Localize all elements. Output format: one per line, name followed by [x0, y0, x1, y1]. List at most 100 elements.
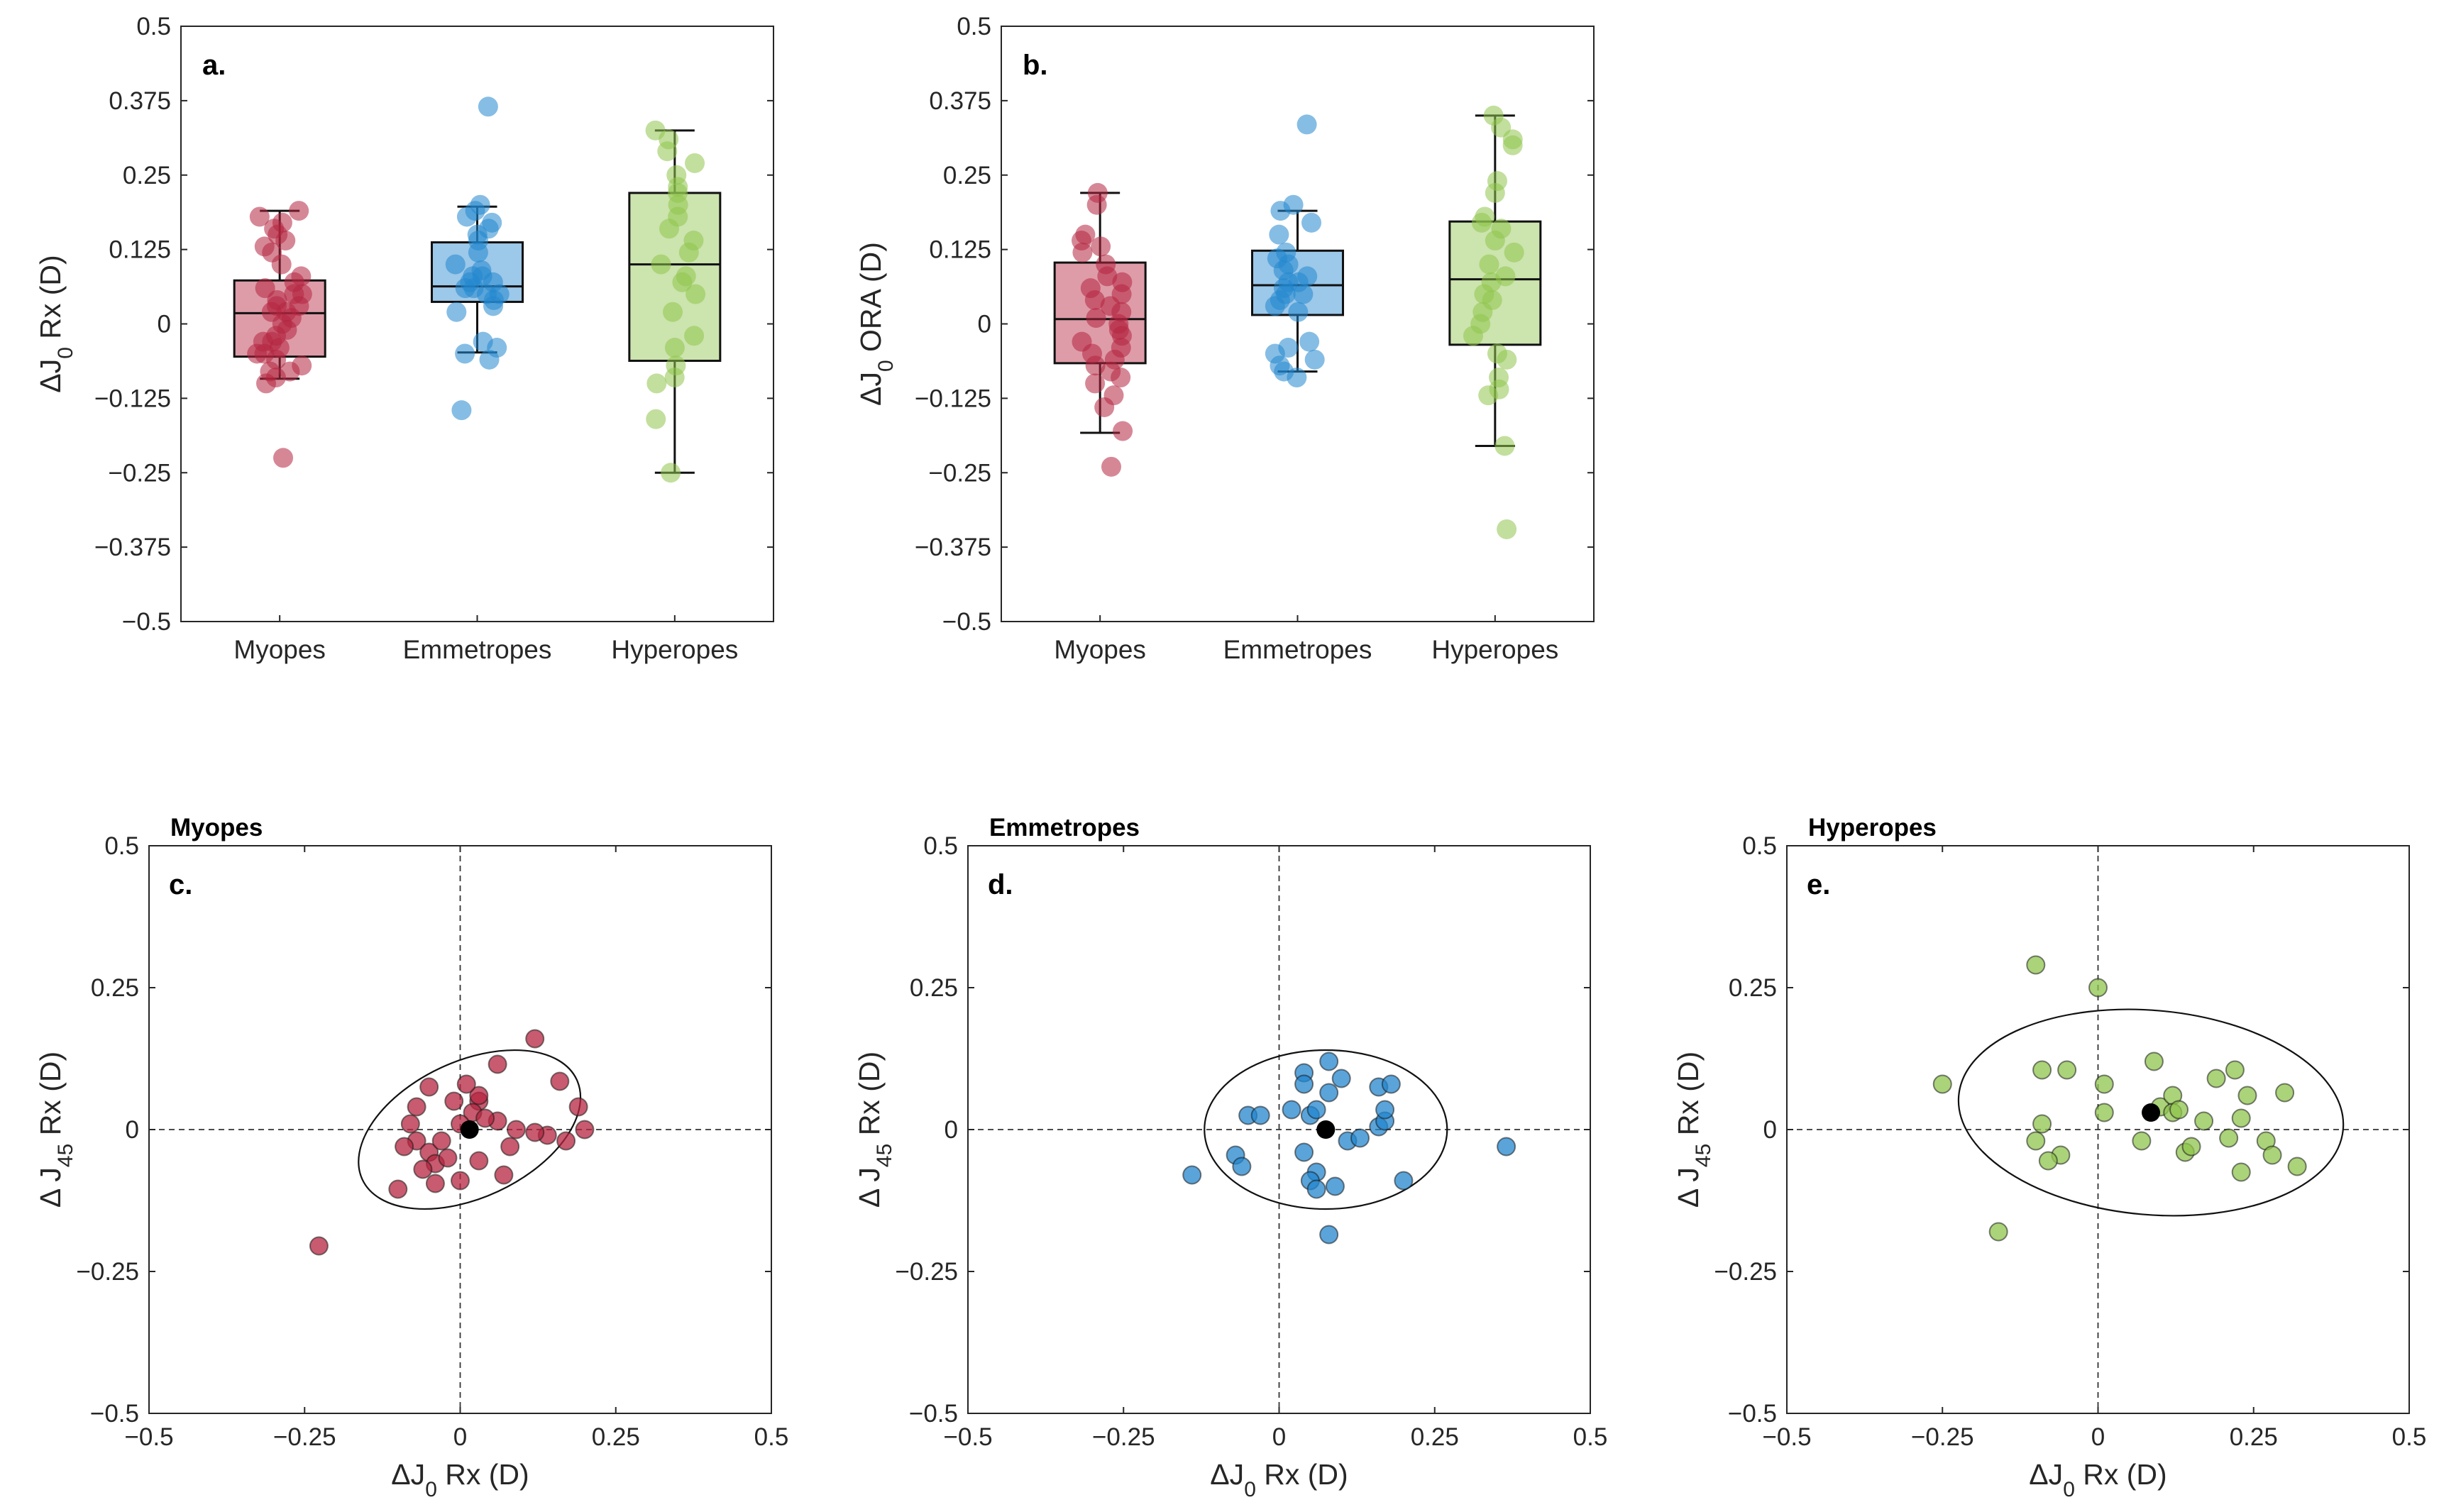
- data-point: [2088, 978, 2108, 998]
- data-point: [1301, 212, 1322, 233]
- data-point: [2225, 1060, 2245, 1080]
- data-point: [425, 1174, 445, 1193]
- y-tick-label: −0.25: [76, 1258, 139, 1286]
- panel-a: 0.5 0.375 0.25 0.125 0 −0.125 −0.25 −0.375 −0.5 M…: [34, 13, 774, 664]
- data-point: [672, 272, 693, 292]
- data-point: [657, 141, 678, 162]
- box-group-myopes: [233, 201, 326, 468]
- panel-label: a.: [202, 50, 226, 81]
- data-point: [500, 1137, 520, 1157]
- data-point: [388, 1179, 408, 1199]
- data-point: [1269, 224, 1289, 245]
- data-point: [1319, 1225, 1339, 1245]
- data-point: [444, 1091, 464, 1111]
- x-tick-label: 0: [453, 1423, 467, 1451]
- data-point: [413, 1159, 433, 1179]
- data-point: [1319, 1083, 1339, 1103]
- data-point: [1497, 349, 1517, 370]
- y-tick-label: 0.5: [136, 13, 171, 40]
- x-category-label: Emmetropes: [403, 635, 552, 664]
- panel-label: d.: [988, 869, 1013, 900]
- data-point: [1471, 212, 1492, 233]
- y-tick-label: 0: [1763, 1116, 1777, 1144]
- y-tick-label: −0.5: [122, 608, 171, 636]
- y-tick-label: −0.5: [90, 1400, 139, 1428]
- y-tick-label: −0.25: [1714, 1258, 1777, 1286]
- data-point: [2032, 1060, 2052, 1080]
- confidence-ellipse: [358, 1049, 582, 1210]
- data-point: [1232, 1157, 1252, 1176]
- data-point: [2231, 1108, 2251, 1128]
- data-point: [646, 409, 666, 429]
- panel-e: −0.5 −0.25 0 0.25 0.5 0.5 0.25 0 −0.25 −0.5 ΔJ0 Rx…: [1672, 814, 2426, 1501]
- data-point: [2194, 1111, 2214, 1131]
- data-point: [651, 254, 671, 275]
- x-tick-label: 0: [2091, 1423, 2105, 1451]
- confidence-ellipse: [1204, 1049, 1448, 1210]
- data-point: [1485, 182, 1505, 203]
- panel-title: Emmetropes: [989, 814, 1140, 841]
- data-point: [475, 1108, 495, 1128]
- data-point: [488, 1054, 507, 1074]
- y-tick-label: 0.5: [923, 832, 958, 860]
- data-point: [1319, 1052, 1339, 1071]
- data-point: [2287, 1157, 2307, 1176]
- data-point: [1113, 421, 1133, 441]
- y-tick-label: −0.375: [915, 534, 991, 561]
- data-point: [2169, 1100, 2189, 1120]
- data-point: [271, 254, 292, 275]
- y-tick-label: −0.25: [895, 1258, 958, 1286]
- data-point: [400, 1114, 420, 1134]
- y-tick-label: 0.5: [957, 13, 991, 40]
- y-tick-label: 0.5: [1742, 832, 1777, 860]
- data-point: [1072, 242, 1093, 263]
- y-tick-label: −0.25: [108, 459, 171, 487]
- x-tick-label: −0.5: [1762, 1423, 1811, 1451]
- data-point: [1299, 331, 1320, 352]
- x-category-label: Emmetropes: [1223, 635, 1372, 664]
- data-point: [1306, 1100, 1326, 1120]
- data-point: [1085, 373, 1106, 394]
- data-point: [1375, 1100, 1395, 1120]
- x-axis-label: ΔJ0 Rx (D): [2029, 1458, 2167, 1501]
- data-point: [1494, 436, 1515, 456]
- data-point: [1502, 135, 1523, 155]
- data-point: [2262, 1145, 2282, 1165]
- x-tick-label: −0.5: [124, 1423, 173, 1451]
- y-tick-label: 0: [978, 311, 991, 338]
- data-point: [506, 1120, 526, 1139]
- data-point: [2144, 1052, 2164, 1071]
- y-tick-label: −0.25: [928, 459, 991, 487]
- panel-label: b.: [1023, 50, 1048, 81]
- data-point: [659, 219, 680, 239]
- x-tick-label: −0.5: [943, 1423, 992, 1451]
- box-group-hyperopes: [628, 120, 722, 483]
- data-point: [275, 231, 296, 251]
- data-point: [2219, 1128, 2239, 1148]
- panel-label: e.: [1807, 869, 1830, 900]
- data-point: [407, 1097, 426, 1117]
- data-point: [2026, 1131, 2046, 1151]
- data-point: [685, 153, 705, 173]
- data-point: [1479, 254, 1499, 275]
- y-tick-label: 0.25: [123, 162, 171, 189]
- data-point: [1294, 1142, 1314, 1162]
- y-axis-label: Δ J45 Rx (D): [34, 1052, 77, 1208]
- data-point: [1086, 308, 1106, 329]
- data-point: [1101, 456, 1121, 477]
- y-tick-label: −0.125: [915, 385, 991, 412]
- data-point: [273, 448, 294, 468]
- x-tick-label: 0.5: [1573, 1423, 1608, 1451]
- x-category-label: Myopes: [1054, 635, 1146, 664]
- x-tick-label: 0.25: [2230, 1423, 2278, 1451]
- data-point: [2237, 1086, 2257, 1105]
- data-point: [1350, 1128, 1370, 1148]
- data-point: [451, 400, 472, 421]
- data-point: [1381, 1074, 1401, 1094]
- data-point: [1932, 1074, 1952, 1094]
- panel-c: −0.5 −0.25 0 0.25 0.5 0.5 0.25 0 −0.25 −0.5 ΔJ0 Rx…: [34, 814, 788, 1501]
- data-point: [1306, 1179, 1326, 1199]
- data-point: [1504, 242, 1524, 263]
